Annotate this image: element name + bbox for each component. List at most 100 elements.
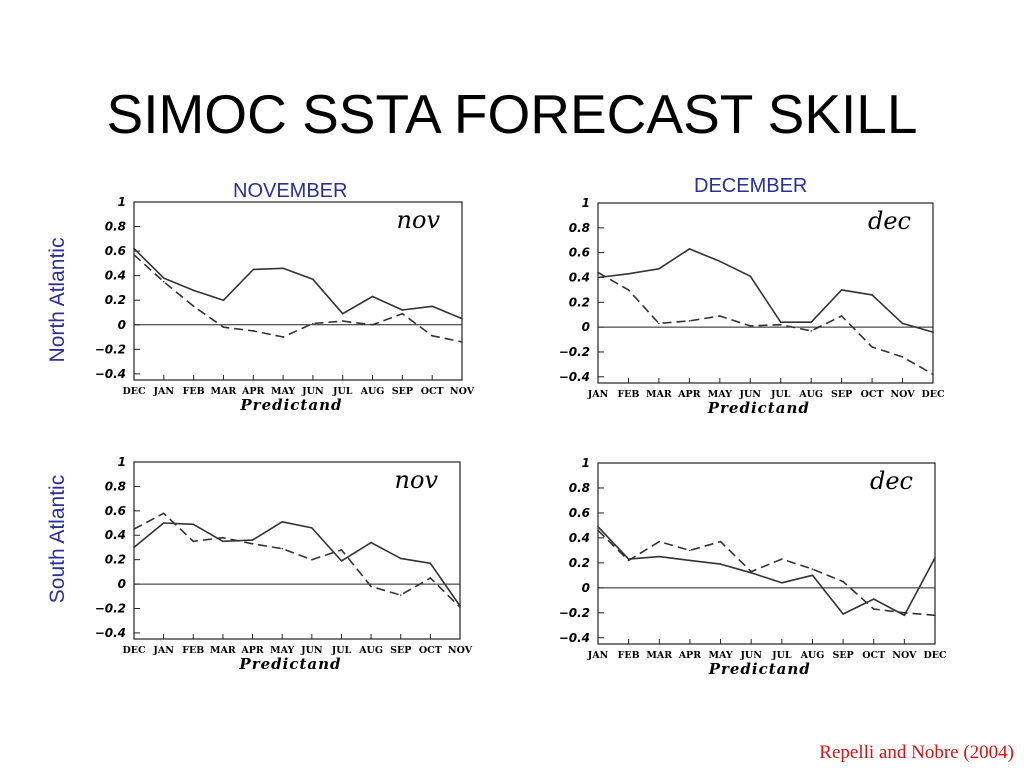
data-point bbox=[341, 320, 344, 322]
x-tick-label: AUG bbox=[358, 645, 383, 656]
x-tick-label: APR bbox=[240, 645, 264, 656]
x-tick-label: DEC bbox=[122, 386, 145, 397]
x-tick-label: JUL bbox=[331, 645, 352, 656]
x-axis-label: Predictand bbox=[238, 655, 341, 673]
chart-north-atlantic-december: 1 0.8 0.6 0.4 0.2 0 −0.2 −0.4 JAN FEB MAR APR MAY JUN… bbox=[559, 196, 945, 417]
data-point bbox=[222, 299, 225, 302]
data-point bbox=[842, 613, 844, 615]
data-point bbox=[781, 582, 783, 584]
data-point bbox=[312, 322, 314, 325]
y-tick-label: −0.4 bbox=[559, 370, 590, 384]
data-point bbox=[688, 248, 691, 250]
data-point bbox=[371, 323, 374, 326]
x-tick-label: FEB bbox=[182, 645, 204, 656]
data-point bbox=[872, 608, 875, 610]
series-line-solid bbox=[133, 521, 461, 607]
x-tick-label: SEP bbox=[392, 386, 413, 397]
data-point bbox=[871, 346, 873, 348]
series-line-solid bbox=[597, 526, 936, 617]
column-label-november: NOVEMBER bbox=[233, 180, 348, 202]
x-tick-label: NOV bbox=[890, 389, 915, 400]
x-tick-label: MAY bbox=[270, 645, 294, 656]
data-point bbox=[781, 558, 783, 560]
x-axis-label: Predictand bbox=[707, 399, 810, 417]
data-point bbox=[872, 598, 875, 600]
x-tick-label: JAN bbox=[152, 645, 174, 656]
data-point bbox=[750, 570, 752, 573]
series-line-dashed bbox=[133, 254, 463, 343]
x-tick-label: OCT bbox=[862, 650, 885, 661]
data-point bbox=[192, 305, 195, 308]
x-tick-label: NOV bbox=[448, 645, 473, 656]
data-point bbox=[370, 541, 372, 544]
x-tick-label: OCT bbox=[861, 389, 884, 400]
y-tick-label: 0 bbox=[118, 318, 126, 332]
y-tick-label: 0.4 bbox=[105, 528, 126, 542]
data-point bbox=[461, 317, 463, 320]
data-point bbox=[163, 280, 165, 283]
x-tick-label: MAR bbox=[211, 386, 237, 397]
series-line-solid bbox=[133, 248, 463, 320]
y-tick-label: 0.8 bbox=[569, 221, 590, 235]
data-point bbox=[658, 555, 661, 558]
x-tick-label: AUG bbox=[800, 650, 825, 661]
data-point bbox=[658, 267, 660, 270]
y-tick-label: 0.8 bbox=[569, 481, 590, 495]
data-point bbox=[222, 540, 224, 543]
y-tick-label: −0.2 bbox=[95, 342, 126, 356]
plot-frame bbox=[133, 201, 463, 381]
chart-south-atlantic-december: 1 0.8 0.6 0.4 0.2 0 −0.2 −0.4 JAN FEB MAR APR MAY JUN… bbox=[559, 456, 947, 678]
data-point bbox=[399, 557, 402, 560]
data-point bbox=[431, 305, 433, 308]
data-point bbox=[627, 272, 630, 275]
data-point bbox=[281, 521, 283, 523]
x-tick-label: NOV bbox=[892, 650, 917, 661]
data-point bbox=[932, 331, 934, 333]
data-point bbox=[934, 614, 936, 617]
data-point bbox=[251, 539, 254, 541]
data-point bbox=[162, 512, 165, 515]
y-tick-label: 0.6 bbox=[105, 244, 126, 258]
data-point bbox=[222, 536, 224, 539]
x-tick-label: JUL bbox=[770, 389, 791, 400]
data-point bbox=[597, 525, 599, 528]
data-point bbox=[901, 322, 904, 325]
data-point bbox=[222, 326, 225, 329]
plot-frame bbox=[597, 202, 934, 384]
data-point bbox=[840, 315, 843, 317]
y-tick-label: 0.4 bbox=[105, 269, 126, 283]
data-point bbox=[401, 309, 404, 311]
data-point bbox=[597, 276, 599, 279]
y-tick-label: −0.4 bbox=[559, 631, 590, 645]
data-point bbox=[689, 549, 691, 552]
x-tick-label: SEP bbox=[390, 645, 411, 656]
data-point bbox=[871, 294, 873, 296]
inset-label: nov bbox=[397, 206, 441, 234]
x-tick-label: APR bbox=[241, 386, 265, 397]
x-tick-label: MAR bbox=[646, 650, 672, 661]
data-point bbox=[252, 330, 255, 332]
inset-label: dec bbox=[868, 207, 911, 235]
data-point bbox=[719, 540, 722, 543]
y-tick-label: 0 bbox=[582, 320, 590, 334]
data-point bbox=[811, 574, 814, 577]
data-point bbox=[133, 546, 135, 549]
data-point bbox=[597, 271, 599, 274]
data-point bbox=[162, 522, 165, 524]
plot-frame bbox=[133, 461, 461, 640]
data-point bbox=[281, 547, 283, 550]
data-point bbox=[779, 321, 782, 323]
inset-label: nov bbox=[395, 466, 439, 494]
data-point bbox=[252, 268, 255, 271]
y-tick-label: −0.2 bbox=[559, 345, 590, 359]
x-tick-label: OCT bbox=[419, 645, 442, 656]
y-tick-label: 0.2 bbox=[569, 295, 590, 309]
x-tick-label: JUL bbox=[332, 386, 353, 397]
data-point bbox=[597, 529, 599, 532]
x-tick-label: JUN bbox=[739, 650, 762, 661]
y-tick-label: −0.2 bbox=[95, 601, 126, 615]
data-point bbox=[341, 312, 344, 315]
data-point bbox=[749, 325, 752, 327]
x-tick-label: MAR bbox=[210, 645, 236, 656]
data-point bbox=[340, 560, 343, 562]
